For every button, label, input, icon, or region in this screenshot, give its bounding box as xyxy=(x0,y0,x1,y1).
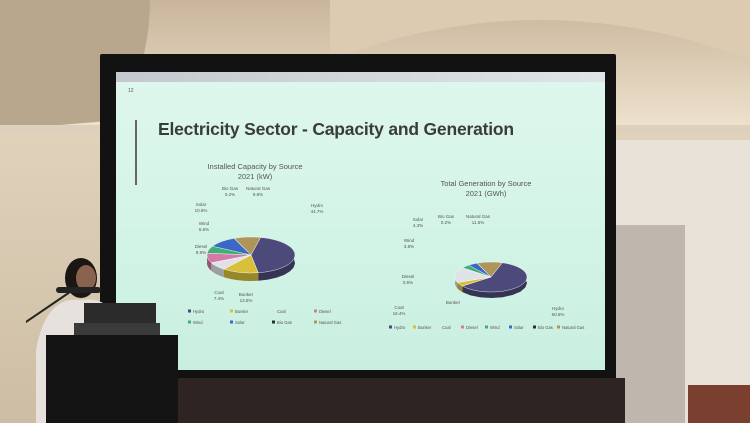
right-chart-title-line2: 2021 (GWh) xyxy=(465,189,507,198)
right-chart-title-line1: Total Generation by Source xyxy=(440,179,532,188)
pie2-value-coal: 16.4% xyxy=(393,311,406,316)
pie2-value-bio-gas: 0.2% xyxy=(441,220,451,225)
pie1-legend-label-hydro: Hydro xyxy=(193,309,205,314)
laptop xyxy=(84,303,156,325)
pie2-label-natural-gas: Natural Gas xyxy=(466,214,491,219)
pie2-label-bio-gas: Bio Gas xyxy=(438,214,455,219)
pie2-label-solar: Solar xyxy=(413,217,424,222)
pie2-legend-swatch-diesel xyxy=(461,325,464,329)
pie1-slice-side-coal xyxy=(211,262,224,278)
pie1-value-hydro: 44.7% xyxy=(311,209,324,214)
lectern xyxy=(46,335,178,423)
ceiling-arch xyxy=(330,0,750,60)
pie1-label-wind: Wind xyxy=(199,221,210,226)
pie1-value-wind: 6.6% xyxy=(199,227,209,232)
pie1-legend-swatch-solar xyxy=(230,320,233,324)
pie2-legend-swatch-wind xyxy=(485,325,488,329)
presentation-slide: 12 Electricity Sector - Capacity and Gen… xyxy=(116,72,605,370)
pie1-slice-side-diesel xyxy=(207,253,212,271)
left-chart-title-line1: Installed Capacity by Source xyxy=(207,162,303,171)
pie2-legend-label-wind: Wind xyxy=(490,325,500,330)
slide-title: Electricity Sector - Capacity and Genera… xyxy=(158,119,514,139)
laptop-base xyxy=(74,323,160,336)
slide-header-bar xyxy=(116,72,605,82)
doorway xyxy=(615,225,685,423)
pie2-value-diesel: 0.5% xyxy=(403,280,413,285)
pie2-legend-label-diesel: Diesel xyxy=(466,325,478,330)
pie2-slice-side-hydro xyxy=(462,262,527,298)
pie1-legend-label-natural-gas: Natural Gas xyxy=(319,320,341,325)
pie2-slice-hydro xyxy=(461,262,528,293)
pie2-label-wind: Wind xyxy=(404,238,415,243)
pie2-value-hydro: 60.5% xyxy=(552,312,565,317)
pie1-legend-swatch-hydro xyxy=(188,309,191,313)
pie1-legend-label-wind: Wind xyxy=(193,320,203,325)
pie1-label-bunker: Bunker xyxy=(239,292,254,297)
pie1-legend-swatch-bunker xyxy=(230,309,233,313)
left-chart-title-line2: 2021 (kW) xyxy=(237,172,273,181)
pie2-slice-side-bunker xyxy=(457,282,463,293)
pie2-legend-swatch-bio-gas xyxy=(533,325,536,329)
pie2-legend-swatch-natural-gas xyxy=(557,325,560,329)
pie1-legend-label-solar: Solar xyxy=(235,320,245,325)
speaker-face xyxy=(76,265,96,291)
pie1-legend-label-diesel: Diesel xyxy=(319,309,331,314)
pie2-label-coal: Coal xyxy=(394,305,403,310)
microphone xyxy=(56,287,101,293)
pie-charts: Hydro44.7%Bunker13.5%Coal7.4%Diesel8.9%W… xyxy=(188,186,584,330)
mic-stand-arm xyxy=(26,291,71,324)
pie2-legend-label-natural-gas: Natural Gas xyxy=(562,325,584,330)
pie2-value-natural-gas: 11.5% xyxy=(472,220,484,225)
slide-number: 12 xyxy=(128,88,134,94)
pie2-legend-label-coal: Coal xyxy=(442,325,451,330)
pie2-legend-swatch-solar xyxy=(509,325,512,329)
pie2-legend-swatch-coal xyxy=(437,325,440,329)
pie1-legend-swatch-diesel xyxy=(314,309,317,313)
brick-wall xyxy=(688,385,750,423)
pie1-slice-side-bunker xyxy=(223,269,259,281)
pie1-label-coal: Coal xyxy=(214,290,223,295)
pie2-legend-swatch-hydro xyxy=(389,325,392,329)
pie1-slice-hydro xyxy=(250,237,296,273)
pie2-legend-label-bunker: Bunker xyxy=(418,325,432,330)
pie1-label-bio-gas: Bio Gas xyxy=(222,186,239,191)
pie2-legend-label-hydro: Hydro xyxy=(394,325,406,330)
pie1-legend-label-bio-gas: Bio Gas xyxy=(277,320,292,325)
pie2-label-bunker: Bunker xyxy=(446,300,461,305)
right-chart-title: Total Generation by Source 2021 (GWh) xyxy=(421,179,551,199)
left-chart-title: Installed Capacity by Source 2021 (kW) xyxy=(190,162,320,182)
pie1-legend-label-coal: Coal xyxy=(277,309,286,314)
pie1-label-natural-gas: Natural Gas xyxy=(246,186,271,191)
title-accent-rule xyxy=(135,120,137,185)
pie1-legend-swatch-bio-gas xyxy=(272,320,275,324)
pie2-value-solar: 4.3% xyxy=(413,223,423,228)
pie1-value-coal: 7.4% xyxy=(214,296,224,301)
pie1-legend-label-bunker: Bunker xyxy=(235,309,249,314)
pie1-value-bunker: 13.5% xyxy=(240,298,253,303)
pie1-slice-natural-gas xyxy=(234,236,261,256)
pie2-value-wind: 3.8% xyxy=(404,244,414,249)
pie2-label-diesel: Diesel xyxy=(402,274,415,279)
pie2-slice-natural-gas xyxy=(476,261,503,278)
pie1-legend-swatch-wind xyxy=(188,320,191,324)
pie1-legend-swatch-coal xyxy=(272,309,275,313)
pie1-label-solar: Solar xyxy=(196,202,207,207)
pie1-value-natural-gas: 9.8% xyxy=(253,192,263,197)
pie1-label-diesel: Diesel xyxy=(195,244,208,249)
screen-bottom-shadow xyxy=(175,378,625,423)
pie1-legend-swatch-natural-gas xyxy=(314,320,317,324)
pie2-label-hydro: Hydro xyxy=(552,306,565,311)
pie1-label-hydro: Hydro xyxy=(311,203,324,208)
pie2-legend-swatch-bunker xyxy=(413,325,416,329)
pie2-legend-label-solar: Solar xyxy=(514,325,524,330)
speaker-at-lectern xyxy=(26,258,178,423)
pie2-legend-label-bio-gas: Bio Gas xyxy=(538,325,553,330)
pie1-value-bio-gas: 0.2% xyxy=(225,192,235,197)
pie1-value-solar: 10.8% xyxy=(195,208,208,213)
pie1-value-diesel: 8.9% xyxy=(196,250,206,255)
